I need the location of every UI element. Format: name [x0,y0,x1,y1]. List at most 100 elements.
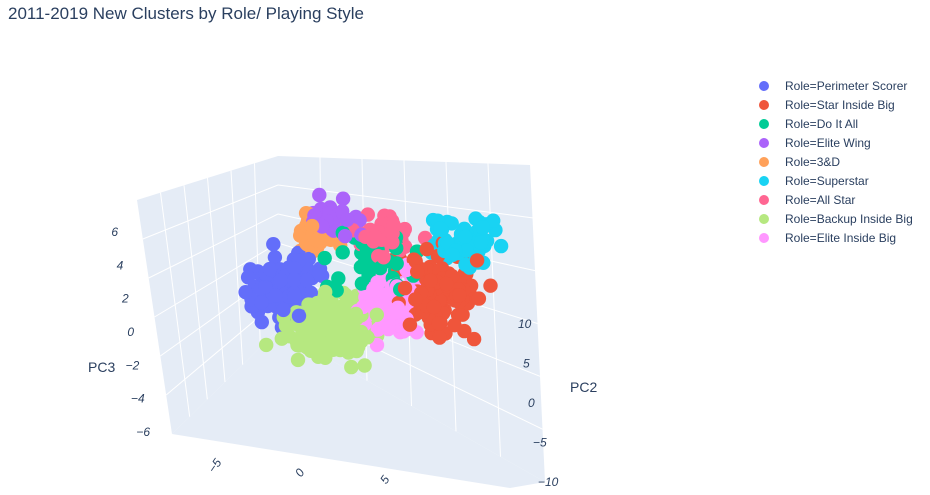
data-point [303,343,318,358]
data-point [410,264,425,279]
data-point [385,226,400,241]
data-point [471,291,487,306]
data-point [397,280,413,296]
legend-item[interactable]: Role=Do It All [755,114,913,133]
y-tick-label: −10 [538,475,559,489]
x-tick-label: −5 [205,456,225,476]
floor-plane [172,330,545,488]
data-point [368,229,383,244]
z-tick-label: 6 [111,225,118,239]
z-tick-label: −2 [126,358,140,372]
y-axis-label: PC2 [570,379,597,395]
data-point [254,295,269,310]
legend-item[interactable]: Role=Backup Inside Big [755,209,913,228]
legend-label: Role=Star Inside Big [785,97,895,112]
legend-item[interactable]: Role=Elite Wing [755,133,913,152]
data-point [426,299,442,315]
data-point [299,273,315,288]
data-point [304,218,320,234]
y-tick-label: −5 [533,436,547,450]
data-point [445,247,460,263]
data-point [268,288,284,303]
data-point [286,272,302,288]
data-point [292,338,307,353]
legend-marker-icon [759,213,769,224]
data-point [360,330,375,345]
data-point [331,271,346,286]
data-point [262,261,277,277]
data-point [329,283,344,298]
z-tick-label: −4 [131,392,145,406]
data-point [389,256,404,271]
data-point [318,350,333,365]
data-point [287,289,302,304]
data-point [457,229,473,244]
z-tick-label: 2 [121,292,129,306]
data-point [433,221,448,236]
legend: Role=Perimeter Scorer Role=Star Inside Bi… [755,76,913,247]
legend-label: Role=All Star [785,192,856,207]
data-point [486,213,501,228]
data-point [452,288,467,303]
data-point [473,235,489,250]
legend-marker-icon [759,80,769,91]
legend-marker-icon [759,175,769,186]
data-point [475,220,491,235]
legend-label: Role=Elite Inside Big [785,230,897,245]
data-point [335,191,351,206]
data-point [318,284,333,300]
data-point [317,250,332,266]
data-point [308,304,323,319]
data-point [299,320,315,336]
legend-item[interactable]: Role=Elite Inside Big [755,228,913,247]
data-point [309,233,324,248]
data-point [267,250,283,265]
data-point [408,292,423,307]
data-point [335,245,350,260]
legend-label: Role=3&D [785,154,841,169]
legend-item[interactable]: Role=All Star [755,190,913,209]
data-point [291,308,307,323]
data-point [240,270,256,285]
data-point [286,261,302,276]
z-tick-label: 4 [117,258,124,272]
legend-marker-icon [759,156,769,167]
data-point [466,331,482,347]
legend-item[interactable]: Role=Superstar [755,171,913,190]
x-tick-label: 0 [292,466,307,480]
data-point [366,281,381,297]
data-point [340,212,355,227]
z-tick-label: −6 [136,425,150,439]
z-tick-label: 0 [127,325,134,339]
data-point [354,276,370,291]
legend-label: Role=Elite Wing [785,135,871,150]
data-point [254,314,269,330]
data-point [290,352,306,368]
legend-item[interactable]: Role=3&D [755,152,913,171]
data-point [402,317,418,332]
data-point [348,306,364,322]
data-point [357,358,372,373]
data-point [469,253,485,268]
data-point [439,276,454,292]
data-point [459,243,474,258]
data-point [311,333,326,348]
data-point [335,299,350,314]
data-point [376,250,391,265]
legend-label: Role=Do It All [785,116,859,131]
legend-item[interactable]: Role=Perimeter Scorer [755,76,913,95]
data-point [381,320,396,335]
chart-title: 2011-2019 New Clusters by Role/ Playing … [8,4,364,23]
data-point [345,319,360,334]
legend-marker-icon [759,194,769,205]
data-point [258,279,273,294]
data-point [278,318,294,333]
data-point [276,302,291,318]
data-point [266,237,281,252]
legend-label: Role=Perimeter Scorer [785,78,908,93]
legend-marker-icon [759,232,769,243]
legend-item[interactable]: Role=Star Inside Big [755,95,913,114]
legend-label: Role=Backup Inside Big [785,211,913,226]
data-point [423,273,438,288]
